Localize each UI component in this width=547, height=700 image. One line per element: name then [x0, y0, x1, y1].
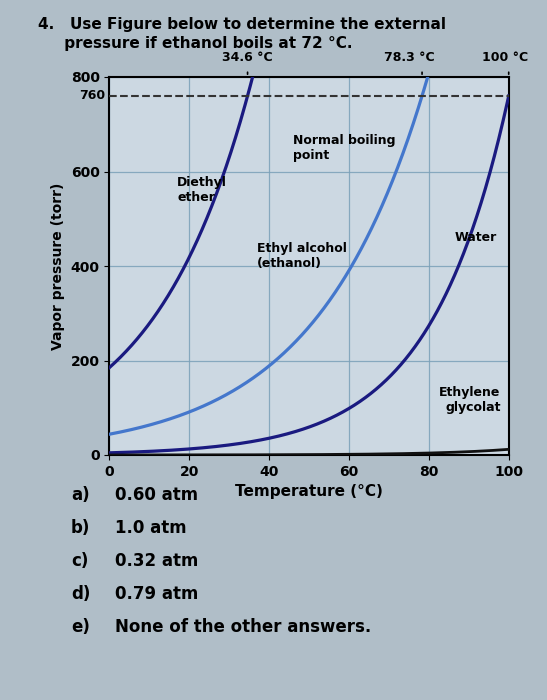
Text: Ethylene
glycolat: Ethylene glycolat [439, 386, 501, 414]
Y-axis label: Vapor pressure (torr): Vapor pressure (torr) [51, 182, 65, 350]
Text: Diethyl
ether: Diethyl ether [177, 176, 227, 204]
Text: 0.79 atm: 0.79 atm [115, 585, 198, 603]
X-axis label: Temperature (°C): Temperature (°C) [235, 484, 383, 499]
Text: 760: 760 [79, 90, 106, 102]
Text: Normal boiling
point: Normal boiling point [293, 134, 395, 162]
Text: Ethyl alcohol
(ethanol): Ethyl alcohol (ethanol) [257, 242, 347, 270]
Text: 1.0 atm: 1.0 atm [115, 519, 187, 538]
Text: a): a) [71, 486, 90, 505]
Text: 78.3 °C: 78.3 °C [383, 51, 434, 64]
Text: 0.60 atm: 0.60 atm [115, 486, 198, 505]
Text: pressure if ethanol boils at 72 °C.: pressure if ethanol boils at 72 °C. [38, 36, 353, 51]
Text: 34.6 °C: 34.6 °C [222, 51, 273, 64]
Text: c): c) [71, 552, 89, 570]
Text: b): b) [71, 519, 90, 538]
Text: 4.   Use Figure below to determine the external: 4. Use Figure below to determine the ext… [38, 18, 446, 32]
Text: 0.32 atm: 0.32 atm [115, 552, 198, 570]
Text: e): e) [71, 618, 90, 636]
Text: d): d) [71, 585, 90, 603]
Text: Water: Water [455, 231, 497, 244]
Text: None of the other answers.: None of the other answers. [115, 618, 371, 636]
Text: 100 °C: 100 °C [482, 51, 528, 64]
